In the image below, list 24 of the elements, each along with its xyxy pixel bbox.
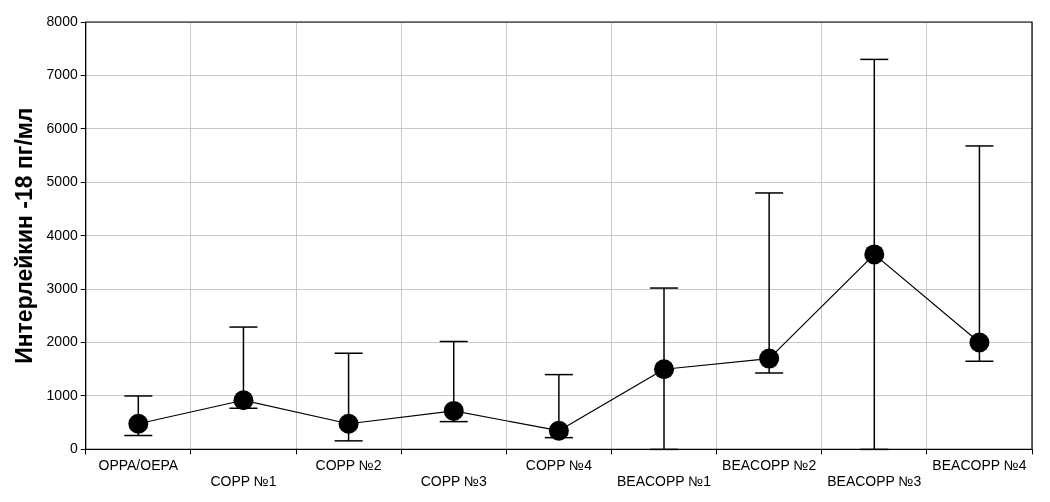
y-axis-title: Интерлейкин -18 пг/мл (11, 107, 38, 364)
y-tick-label: 6000 (46, 119, 78, 136)
x-tick-label: BEACOPP №1 (616, 473, 712, 490)
y-tick-label: 1000 (46, 386, 78, 403)
y-tick-label: 8000 (46, 12, 78, 29)
x-tick-label: COPP №3 (420, 473, 487, 490)
y-tick-label: 0 (69, 440, 78, 457)
point (128, 413, 149, 434)
y-tick-label: 2000 (46, 333, 78, 350)
point (864, 244, 885, 265)
x-tick-label: COPP №4 (525, 456, 593, 473)
x-tick-label: BEACOPP №3 (827, 473, 922, 490)
x-tick-label: COPP №2 (315, 456, 382, 473)
point (338, 413, 359, 434)
y-tick-label: 4000 (46, 226, 78, 243)
y-tick-label: 5000 (46, 173, 78, 190)
point (969, 332, 990, 353)
x-tick-label: COPP №1 (210, 473, 277, 490)
y-tick-label: 3000 (46, 279, 78, 296)
x-tick-label: BEACOPP №2 (722, 456, 817, 473)
x-tick-label: BEACOPP №4 (932, 456, 1027, 473)
x-tick-label: OPPA/OEPA (98, 456, 179, 473)
y-tick-label: 7000 (46, 66, 78, 83)
point (443, 400, 464, 421)
